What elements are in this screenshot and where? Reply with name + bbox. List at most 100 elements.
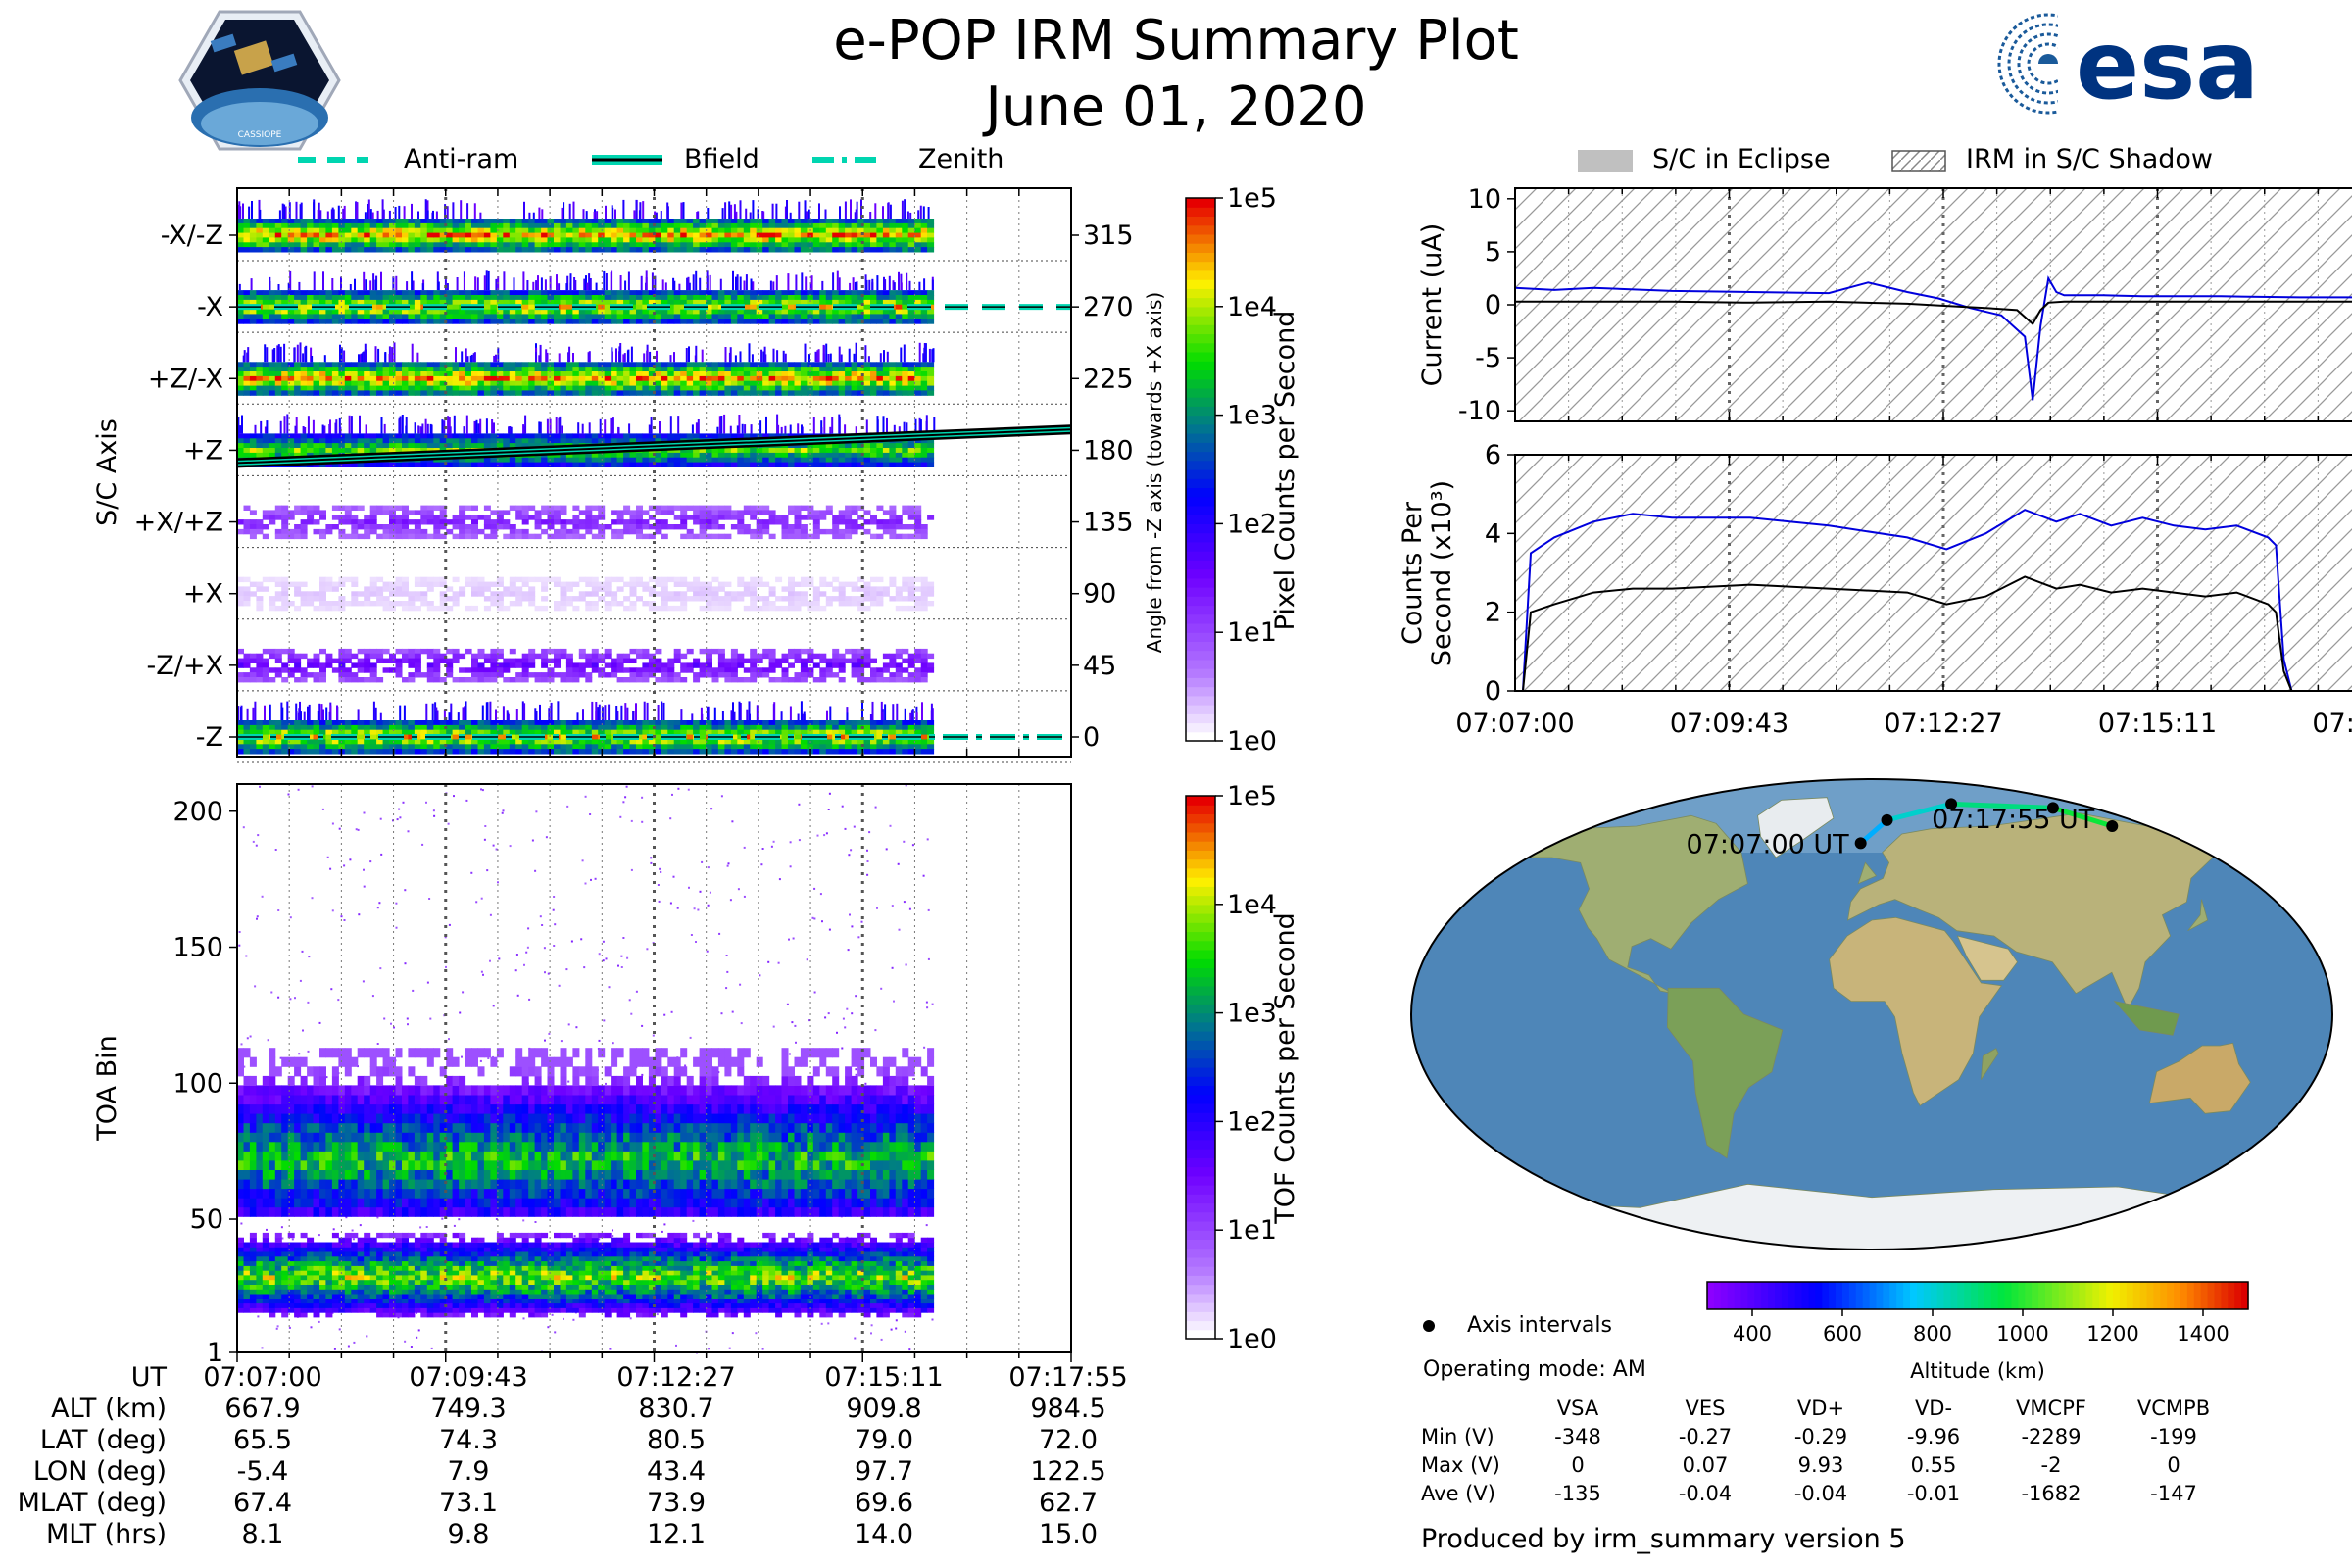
scaxis-cell xyxy=(376,375,384,382)
scaxis-cell xyxy=(243,519,251,525)
scaxis-cell xyxy=(243,219,251,224)
scaxis-cell xyxy=(832,367,840,372)
scaxis-cell xyxy=(851,318,858,324)
scaxis-cell xyxy=(395,385,403,391)
scaxis-cell xyxy=(331,290,339,296)
scaxis-cell xyxy=(907,222,915,229)
scaxis-cell xyxy=(269,596,276,602)
scaxis-spike xyxy=(545,349,548,363)
scaxis-cell xyxy=(395,519,403,525)
scaxis-cell xyxy=(294,448,302,454)
scaxis-cell xyxy=(788,581,795,587)
scaxis-cell xyxy=(800,237,808,243)
scaxis-cell xyxy=(402,385,409,391)
scaxis-cell xyxy=(351,232,359,238)
scaxis-cell xyxy=(623,290,631,296)
scaxis-spike xyxy=(337,205,340,219)
scaxis-cell xyxy=(629,222,637,229)
scaxis-spike xyxy=(909,212,912,219)
scaxis-spike xyxy=(495,354,497,363)
scaxis-cell xyxy=(465,443,472,449)
scaxis-cell xyxy=(730,448,738,454)
scaxis-cell xyxy=(768,390,776,396)
scaxis-cell xyxy=(711,314,719,319)
scaxis-cell xyxy=(642,653,650,660)
scaxis-cell xyxy=(623,222,631,229)
scaxis-cell xyxy=(743,510,751,515)
scaxis-cell xyxy=(269,219,276,224)
scaxis-cell xyxy=(307,304,315,311)
scaxis-cell xyxy=(521,462,529,467)
scaxis-spike xyxy=(283,416,286,434)
scaxis-cell xyxy=(414,662,421,668)
scaxis-cell xyxy=(313,318,320,324)
scaxis-cell xyxy=(730,247,738,253)
scaxis-cell xyxy=(541,219,549,224)
scaxis-cell xyxy=(351,462,359,467)
scaxis-cell xyxy=(717,510,725,515)
scaxis-cell xyxy=(465,232,472,238)
scaxis-cell xyxy=(565,318,573,324)
scaxis-cell xyxy=(408,242,416,248)
scaxis-spike xyxy=(365,424,368,434)
scaxis-cell xyxy=(471,219,478,224)
scaxis-cell xyxy=(743,237,751,243)
scaxis-cell xyxy=(870,371,877,377)
scaxis-cell xyxy=(319,232,326,238)
scaxis-cell xyxy=(331,385,339,391)
scaxis-cell xyxy=(914,510,922,515)
scaxis-cell xyxy=(560,519,567,525)
scaxis-cell xyxy=(616,438,624,444)
scaxis-cell xyxy=(269,318,276,324)
scaxis-cell xyxy=(598,362,606,368)
scaxis-cell xyxy=(389,605,396,612)
scaxis-cell xyxy=(636,581,643,587)
scaxis-cell xyxy=(920,533,928,540)
scaxis-cell xyxy=(699,237,707,243)
scaxis-cell xyxy=(604,462,612,467)
scaxis-spike xyxy=(538,355,541,363)
scaxis-cell xyxy=(249,510,257,515)
scaxis-cell xyxy=(686,227,694,234)
page-title: e-POP IRM Summary Plot xyxy=(833,9,1519,73)
scaxis-cell xyxy=(414,672,421,678)
scaxis-cell xyxy=(655,371,662,377)
scaxis-cell xyxy=(858,247,865,253)
scaxis-spike xyxy=(772,348,775,363)
scaxis-cell xyxy=(249,533,257,540)
scaxis-cell xyxy=(724,309,732,315)
scaxis-cell xyxy=(578,591,586,597)
scaxis-cell xyxy=(503,533,511,540)
scaxis-cell xyxy=(554,385,561,391)
scaxis-cell xyxy=(490,524,498,530)
scaxis-cell xyxy=(515,290,523,296)
scaxis-cell xyxy=(237,596,244,602)
scaxis-cell xyxy=(661,533,668,540)
scaxis-cell xyxy=(611,452,618,459)
scaxis-cell xyxy=(414,519,421,525)
scaxis-cell xyxy=(281,227,289,234)
scaxis-cell xyxy=(528,318,536,324)
scaxis-cell xyxy=(636,514,643,520)
scaxis-cell xyxy=(274,505,282,511)
scaxis-cell xyxy=(750,591,758,597)
scaxis-cell xyxy=(870,443,877,449)
scaxis-cell xyxy=(611,237,618,243)
scaxis-cell xyxy=(642,390,650,396)
scaxis-cell xyxy=(680,222,688,229)
scaxis-cell xyxy=(439,510,447,515)
scaxis-cell xyxy=(711,524,719,530)
scaxis-cell xyxy=(515,362,523,368)
scaxis-cell xyxy=(616,457,624,464)
scaxis-cell xyxy=(623,677,631,683)
scaxis-spike xyxy=(411,203,413,219)
scaxis-cell xyxy=(591,586,599,592)
scaxis-cell xyxy=(528,232,536,238)
scaxis-cell xyxy=(376,314,384,319)
scaxis-cell xyxy=(369,247,377,253)
scaxis-cell xyxy=(781,596,789,602)
scaxis-cell xyxy=(832,528,840,535)
scaxis-cell xyxy=(249,658,257,663)
scaxis-cell xyxy=(636,247,643,253)
scaxis-cell xyxy=(483,237,491,243)
